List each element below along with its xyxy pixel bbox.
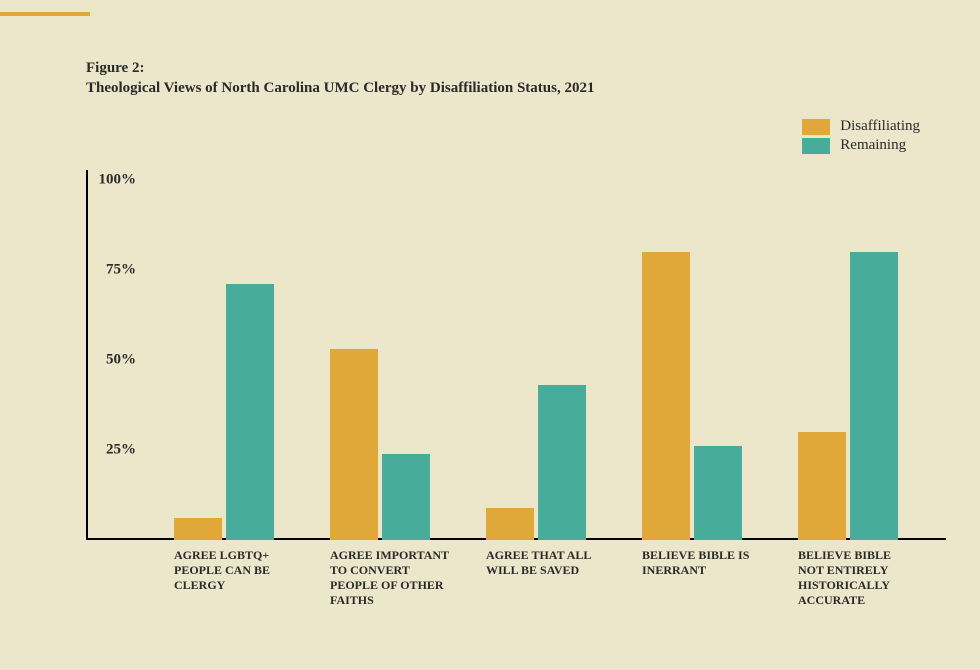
figure-title: Theological Views of North Carolina UMC … [86,80,594,97]
bar-disaffiliating [642,252,690,540]
y-tick-label: 50% [86,352,136,369]
x-category-label: BELIEVE BIBLE NOT ENTIRELY HISTORICALLY … [798,548,918,608]
legend-item-disaffiliating: Disaffiliating [802,118,920,135]
bar-remaining [538,385,586,540]
y-tick-label: 75% [86,262,136,279]
bar-remaining [382,454,430,540]
x-category-label: AGREE LGBTQ+ PEOPLE CAN BE CLERGY [174,548,294,593]
legend-label: Disaffiliating [840,118,920,135]
chart-area: 25%50%75%100% AGREE LGBTQ+ PEOPLE CAN BE… [86,180,926,560]
x-category-label: BELIEVE BIBLE IS INERRANT [642,548,762,578]
bar-disaffiliating [486,508,534,540]
legend: Disaffiliating Remaining [802,118,920,156]
bar-disaffiliating [798,432,846,540]
figure-label: Figure 2: [86,60,144,77]
x-category-label: AGREE THAT ALL WILL BE SAVED [486,548,606,578]
y-tick-label: 100% [86,172,136,189]
page-root: Figure 2: Theological Views of North Car… [0,0,980,670]
bar-disaffiliating [330,349,378,540]
legend-item-remaining: Remaining [802,137,920,154]
y-tick-label: 25% [86,442,136,459]
legend-label: Remaining [840,137,906,154]
x-category-label: AGREE IMPORTANT TO CONVERT PEOPLE OF OTH… [330,548,450,608]
legend-swatch-disaffiliating [802,119,830,135]
bar-remaining [694,446,742,540]
bar-remaining [226,284,274,540]
bar-remaining [850,252,898,540]
plot-region: 25%50%75%100% [146,180,926,540]
legend-swatch-remaining [802,138,830,154]
bar-disaffiliating [174,518,222,540]
x-axis-labels: AGREE LGBTQ+ PEOPLE CAN BE CLERGY AGREE I… [146,548,926,648]
accent-bar [0,12,90,16]
